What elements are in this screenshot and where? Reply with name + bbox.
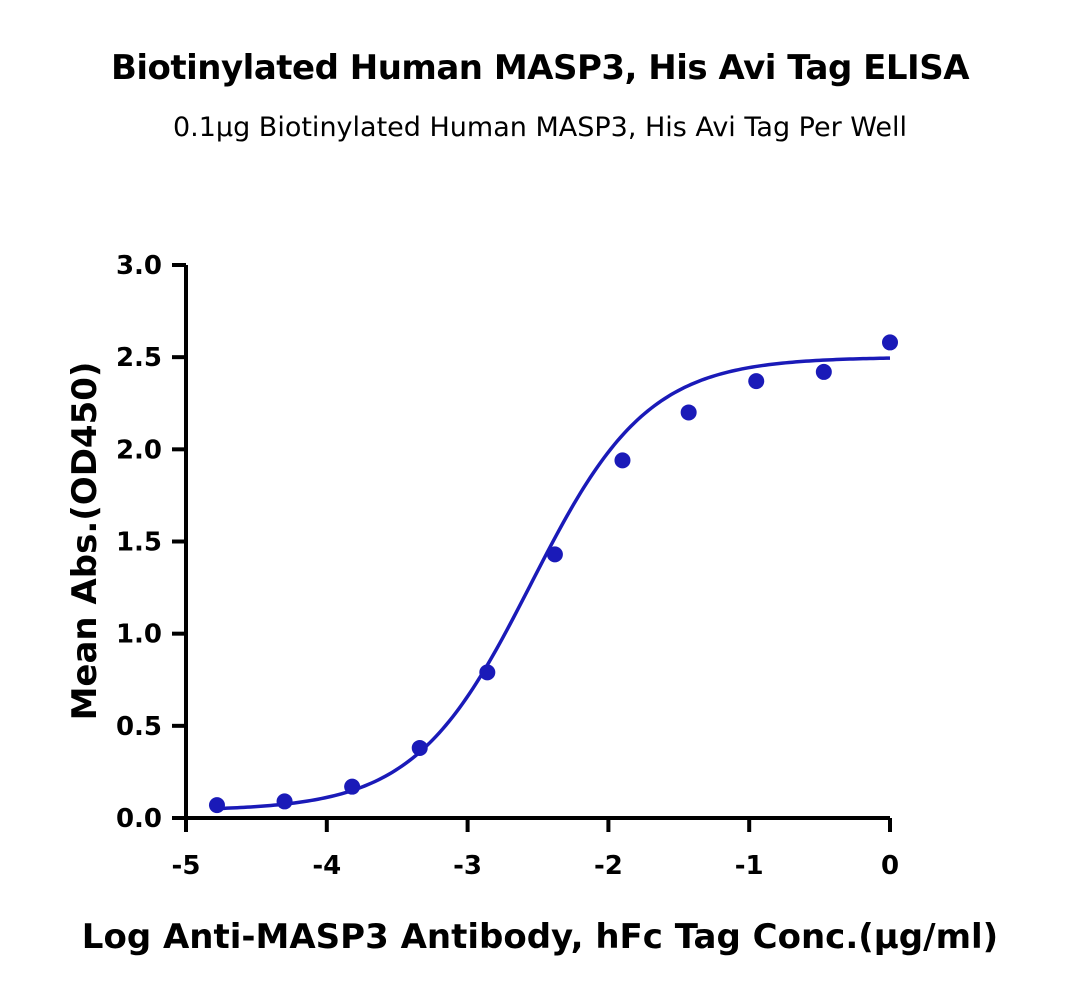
- chart-title: Biotinylated Human MASP3, His Avi Tag EL…: [110, 48, 970, 88]
- x-tick-label: -4: [312, 851, 341, 881]
- x-tick-label: -3: [453, 851, 482, 881]
- y-tick-label: 2.0: [116, 435, 162, 465]
- data-point: [411, 739, 428, 756]
- axes: [172, 263, 892, 832]
- fit-curve: [216, 356, 891, 811]
- y-tick-label: 0.0: [116, 804, 162, 834]
- tick-labels: 0.0 0.5 1.0 1.5 2.0 2.5 3.0 -5 -4 -3 -2 -1 0: [116, 251, 899, 881]
- data-point: [546, 546, 563, 563]
- x-tick-label: -1: [735, 851, 764, 881]
- data-point: [479, 664, 496, 681]
- x-tick-label: -5: [172, 851, 201, 881]
- data-point: [276, 793, 293, 810]
- data-point: [208, 797, 225, 814]
- x-axis-label: Log Anti-MASP3 Antibody, hFc Tag Conc.(μ…: [82, 917, 998, 957]
- data-point: [680, 404, 697, 421]
- data-point: [815, 363, 832, 380]
- y-tick-label: 2.5: [116, 343, 162, 373]
- y-tick-label: 1.0: [116, 620, 162, 650]
- y-tick-label: 0.5: [116, 712, 162, 742]
- y-tick-label: 1.5: [116, 528, 162, 558]
- x-tick-label: 0: [881, 851, 899, 881]
- x-tick-label: -2: [594, 851, 623, 881]
- data-point: [882, 334, 898, 351]
- y-tick-label: 3.0: [116, 251, 162, 281]
- fit-curve-group: [216, 356, 891, 811]
- data-points: [208, 334, 898, 814]
- chart-subtitle: 0.1μg Biotinylated Human MASP3, His Avi …: [172, 112, 908, 143]
- data-point: [614, 452, 631, 469]
- data-point: [344, 778, 361, 795]
- y-axis-label: Mean Abs.(OD450): [65, 362, 105, 721]
- data-point: [748, 373, 765, 390]
